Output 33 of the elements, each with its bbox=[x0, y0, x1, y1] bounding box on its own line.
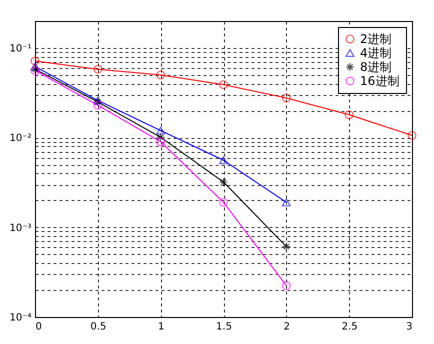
point bbox=[282, 281, 291, 290]
point bbox=[219, 178, 228, 186]
point bbox=[156, 126, 166, 134]
legend-label: 16进制 bbox=[360, 74, 400, 88]
y-tick-label: 10⁻³ bbox=[9, 222, 32, 234]
point bbox=[344, 110, 354, 120]
point bbox=[282, 198, 291, 206]
point bbox=[156, 132, 166, 142]
point bbox=[30, 56, 40, 66]
point bbox=[156, 137, 166, 146]
x-tick-label: 2.5 bbox=[342, 322, 358, 332]
x-tick-label: 2 bbox=[284, 322, 290, 332]
y-tick-label: 10⁻² bbox=[9, 133, 32, 144]
point bbox=[93, 64, 102, 74]
legend-label: 4进制 bbox=[360, 46, 392, 60]
point bbox=[219, 198, 228, 207]
point bbox=[219, 156, 228, 164]
point bbox=[93, 100, 102, 110]
legend-label: 8进制 bbox=[360, 60, 392, 74]
point bbox=[156, 70, 166, 80]
point bbox=[282, 94, 291, 102]
legend-label: 2进制 bbox=[360, 32, 392, 46]
y-tick-label: 10⁻⁴ bbox=[9, 312, 32, 324]
x-tick-label: 1.5 bbox=[216, 322, 232, 332]
x-tick-label: 0.5 bbox=[90, 322, 106, 332]
x-tick-label: 3 bbox=[406, 322, 412, 332]
x-tick-label: 1 bbox=[158, 322, 164, 332]
point bbox=[219, 80, 228, 90]
point bbox=[282, 242, 291, 251]
point bbox=[30, 62, 40, 70]
y-tick-label: 10⁻¹ bbox=[9, 43, 32, 54]
x-tick-label: 0 bbox=[36, 322, 42, 332]
point bbox=[408, 131, 416, 140]
